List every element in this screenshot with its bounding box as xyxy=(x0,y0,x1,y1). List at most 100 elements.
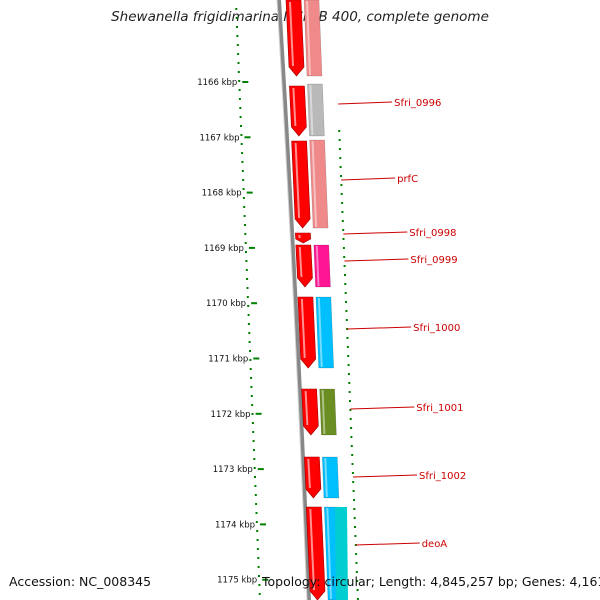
ruler-dot xyxy=(244,242,247,244)
guide-dot xyxy=(352,481,355,483)
ruler-dot xyxy=(247,305,250,307)
forward-gene-arrow xyxy=(285,0,305,77)
genome-summary: Topology: circular; Length: 4,845,257 bp… xyxy=(262,574,600,589)
guide-dot xyxy=(356,589,359,591)
guide-dot xyxy=(338,148,341,150)
forward-gene-arrow xyxy=(291,140,311,229)
ruler-dot xyxy=(251,404,254,406)
gene-leader-line xyxy=(341,177,396,181)
forward-gene-arrow xyxy=(295,244,313,288)
arrow-shine xyxy=(307,458,311,489)
box-shine xyxy=(326,507,332,600)
ruler-dot xyxy=(255,512,258,514)
ruler-dot xyxy=(256,530,259,532)
ruler-dot xyxy=(238,98,241,100)
ruler-dot xyxy=(235,8,238,10)
guide-dot xyxy=(347,355,350,357)
arrow-shine xyxy=(300,298,306,359)
forward-gene-arrow xyxy=(303,456,322,499)
scale-label: 1172 kbp xyxy=(211,410,251,420)
scale-label: 1168 kbp xyxy=(202,189,242,199)
guide-dot xyxy=(354,535,357,537)
gene-box xyxy=(309,139,329,229)
guide-dot xyxy=(341,202,344,204)
arrow-shine xyxy=(292,87,297,127)
ruler-dot xyxy=(252,440,255,442)
forward-gene-arrow xyxy=(297,296,317,369)
gene-label: Sfri_1002 xyxy=(419,471,466,482)
gene-label: Sfri_0999 xyxy=(410,255,457,266)
ruler-dot xyxy=(246,296,249,298)
box-shine xyxy=(315,245,320,287)
gene-box xyxy=(322,456,340,499)
gene-box xyxy=(315,296,334,369)
guide-dot xyxy=(343,265,346,267)
ruler-dot xyxy=(236,44,239,46)
gene-leader-line xyxy=(352,474,418,478)
guide-dot xyxy=(348,382,351,384)
guide-dot xyxy=(344,274,346,276)
guide-dot xyxy=(341,211,344,213)
ruler-dot xyxy=(257,566,260,568)
ruler-dot xyxy=(258,593,261,595)
gene-box xyxy=(319,388,337,436)
ruler-dot xyxy=(238,89,241,91)
ruler-dot xyxy=(255,503,258,505)
guide-dot xyxy=(351,463,354,465)
ruler-dot xyxy=(243,206,246,208)
ruler-dot xyxy=(240,143,243,145)
guide-dot xyxy=(353,508,356,510)
ruler-dot xyxy=(254,494,257,496)
ruler-dot xyxy=(256,548,259,550)
ruler-dot xyxy=(248,341,251,343)
ruler-dot xyxy=(237,53,240,55)
ruler-dot xyxy=(258,575,260,577)
ruler-dot xyxy=(249,368,252,370)
forward-gene-arrow xyxy=(294,232,312,244)
ruler-dot xyxy=(245,269,248,271)
gene-box xyxy=(313,244,331,288)
ruler-dot xyxy=(242,188,245,190)
guide-dot xyxy=(356,580,359,582)
gene-leader-line xyxy=(344,258,409,262)
guide-dot xyxy=(349,418,352,420)
gene-leader-line xyxy=(338,101,393,105)
guide-dot xyxy=(342,247,345,249)
ruler-dot xyxy=(246,278,249,280)
ruler-dot xyxy=(235,17,238,19)
ruler-dot xyxy=(245,260,248,262)
ruler-dot xyxy=(254,476,256,478)
scale-label: 1175 kbp xyxy=(217,576,257,586)
guide-dot xyxy=(350,427,353,429)
ruler-dot xyxy=(242,179,245,181)
guide-dot xyxy=(349,409,352,411)
ruler-dot xyxy=(241,161,244,163)
guide-dot xyxy=(349,400,351,402)
gene-leader-line xyxy=(350,406,415,410)
ruler-dot xyxy=(244,233,247,235)
gene-label: prfC xyxy=(397,174,418,185)
guide-dot xyxy=(355,571,358,573)
ruler-dot xyxy=(239,107,242,109)
guide-dot xyxy=(340,193,343,195)
ruler-dot xyxy=(254,485,257,487)
guide-dot xyxy=(345,301,347,303)
arrow-shine xyxy=(304,390,309,426)
ruler-dot xyxy=(250,386,253,388)
arrow-shine xyxy=(294,142,301,219)
guide-dot xyxy=(342,229,345,231)
ruler-dot xyxy=(253,449,255,451)
ruler-dot xyxy=(258,584,261,586)
guide-dot xyxy=(356,598,359,600)
scale-label: 1173 kbp xyxy=(213,465,253,475)
gene-label: Sfri_1001 xyxy=(416,403,463,414)
box-shine xyxy=(317,297,323,368)
guide-dot xyxy=(351,472,354,474)
gene-label: Sfri_0998 xyxy=(409,228,456,239)
gene-leader-line xyxy=(347,326,412,330)
forward-gene-arrow xyxy=(301,388,319,436)
genome-backbone xyxy=(277,0,311,600)
guide-dot xyxy=(338,130,341,132)
guide-dot xyxy=(348,391,351,393)
guide-dot xyxy=(343,256,346,258)
